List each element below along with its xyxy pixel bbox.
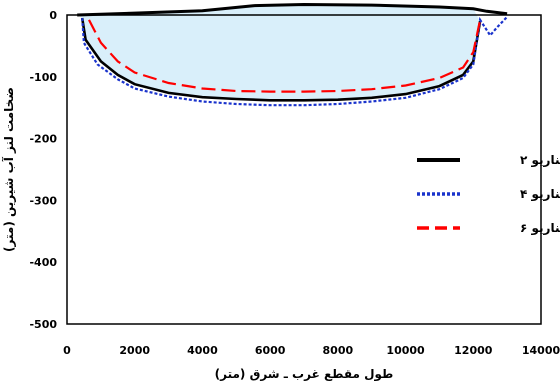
series-layer <box>80 16 508 107</box>
x-tick-label: 12000 <box>454 344 493 357</box>
y-tick-label: -200 <box>29 133 57 146</box>
y-tick-label: -300 <box>29 194 57 207</box>
x-tick-label: 4000 <box>187 344 218 357</box>
ground-surface-line <box>77 2 508 17</box>
legend: سناریو ۲ سناریو ۴ سناریو ۶ <box>417 153 560 236</box>
x-tick-label: 14000 <box>522 344 560 357</box>
y-tick-label: 0 <box>49 9 57 22</box>
x-tick-label: 8000 <box>323 344 354 357</box>
x-tick-label: 10000 <box>386 344 425 357</box>
freshwater-lens-fill <box>77 4 481 101</box>
y-axis-ticks: 0 -100 -200 -300 -400 -500 <box>29 9 57 331</box>
y-tick-label: -100 <box>29 71 57 84</box>
series-line-1 <box>80 17 482 102</box>
y-axis-title: ضخامت لنز آب شیرین (متر) <box>1 87 16 252</box>
x-tick-label: 6000 <box>255 344 286 357</box>
y-tick-label: -500 <box>29 318 57 331</box>
x-axis-title: طول مقطع غرب ـ شرق (متر) <box>215 367 394 382</box>
legend-label-3: سناریو ۶ <box>520 221 560 236</box>
x-tick-label: 2000 <box>119 344 150 357</box>
y-tick-label: -400 <box>29 256 57 269</box>
x-axis-ticks: 0 2000 4000 6000 8000 10000 12000 14000 <box>63 344 560 357</box>
x-tick-label: 0 <box>63 344 71 357</box>
plot-area-frame <box>66 14 542 325</box>
legend-label-2: سناریو ۴ <box>520 187 560 202</box>
series-line-3 <box>88 19 482 93</box>
legend-label-1: سناریو ۲ <box>520 153 560 168</box>
